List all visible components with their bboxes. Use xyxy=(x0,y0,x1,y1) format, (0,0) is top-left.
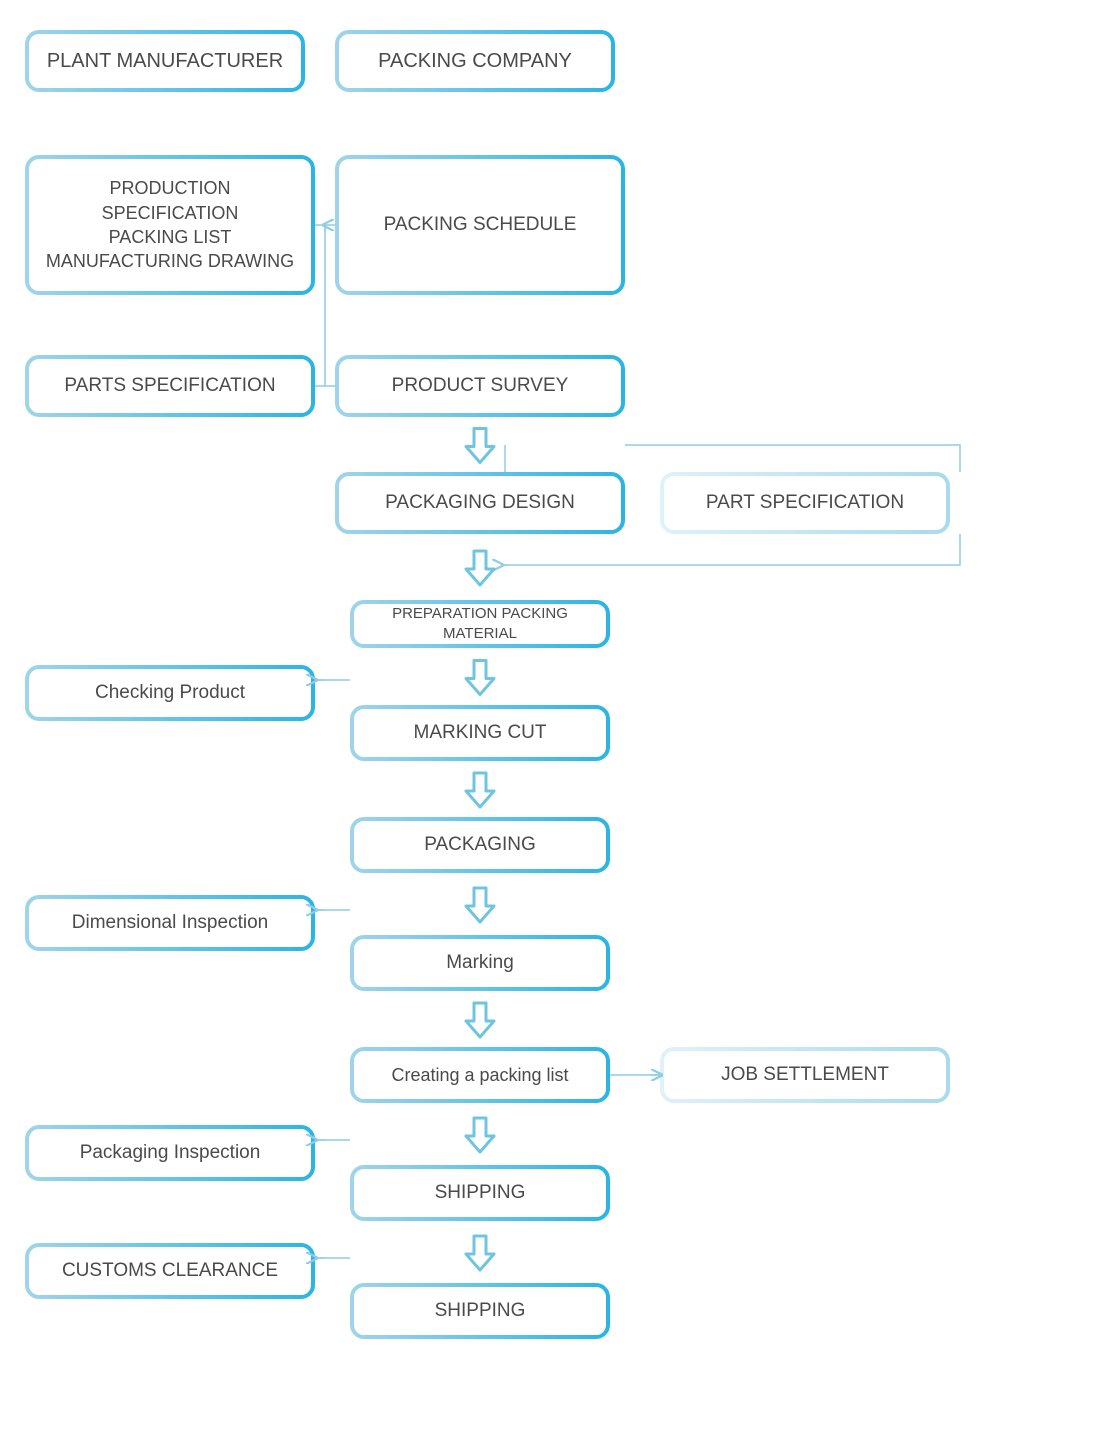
node-plant_manufacturer: PLANT MANUFACTURER xyxy=(25,30,305,92)
node-marking: Marking xyxy=(350,935,610,991)
node-shipping1: SHIPPING xyxy=(350,1165,610,1221)
node-packaging: PACKAGING xyxy=(350,817,610,873)
node-pkg_design: PACKAGING DESIGN xyxy=(335,472,625,534)
node-prod_survey: PRODUCT SURVEY xyxy=(335,355,625,417)
node-customs: CUSTOMS CLEARANCE xyxy=(25,1243,315,1299)
node-label: PACKING SCHEDULE xyxy=(376,212,585,238)
node-pack_sched: PACKING SCHEDULE xyxy=(335,155,625,295)
node-packing_company: PACKING COMPANY xyxy=(335,30,615,92)
node-dim_insp: Dimensional Inspection xyxy=(25,895,315,951)
node-label: Checking Product xyxy=(87,680,253,706)
node-label: PART SPECIFICATION xyxy=(698,490,912,516)
node-shipping2: SHIPPING xyxy=(350,1283,610,1339)
node-label: Marking xyxy=(438,950,522,976)
node-pkg_insp: Packaging Inspection xyxy=(25,1125,315,1181)
node-prod_spec: PRODUCTION SPECIFICATION PACKING LIST MA… xyxy=(25,155,315,295)
node-label: PACKAGING xyxy=(416,832,544,858)
node-parts_spec: PARTS SPECIFICATION xyxy=(25,355,315,417)
node-prep_mat: PREPARATION PACKING MATERIAL xyxy=(350,600,610,648)
node-label: PACKAGING DESIGN xyxy=(377,490,583,516)
node-label: Dimensional Inspection xyxy=(64,910,276,936)
node-label: PRODUCTION SPECIFICATION PACKING LIST MA… xyxy=(38,176,302,273)
node-label: SHIPPING xyxy=(427,1298,534,1324)
node-label: PARTS SPECIFICATION xyxy=(56,373,283,399)
node-label: PACKING COMPANY xyxy=(370,48,580,75)
node-job_settle: JOB SETTLEMENT xyxy=(660,1047,950,1103)
node-label: PRODUCT SURVEY xyxy=(384,373,577,399)
node-label: JOB SETTLEMENT xyxy=(713,1062,897,1088)
node-mark_cut: MARKING CUT xyxy=(350,705,610,761)
node-label: PREPARATION PACKING MATERIAL xyxy=(350,604,610,645)
node-label: PLANT MANUFACTURER xyxy=(39,48,291,75)
node-label: Packaging Inspection xyxy=(72,1140,269,1166)
node-cpl: Creating a packing list xyxy=(350,1047,610,1103)
node-chk_product: Checking Product xyxy=(25,665,315,721)
node-label: MARKING CUT xyxy=(406,720,555,746)
node-label: Creating a packing list xyxy=(383,1063,576,1087)
node-label: CUSTOMS CLEARANCE xyxy=(54,1258,286,1284)
node-label: SHIPPING xyxy=(427,1180,534,1206)
flowchart-stage: PLANT MANUFACTURER PACKING COMPANY PRODUCT… xyxy=(0,0,1100,1454)
node-part_spec2: PART SPECIFICATION xyxy=(660,472,950,534)
